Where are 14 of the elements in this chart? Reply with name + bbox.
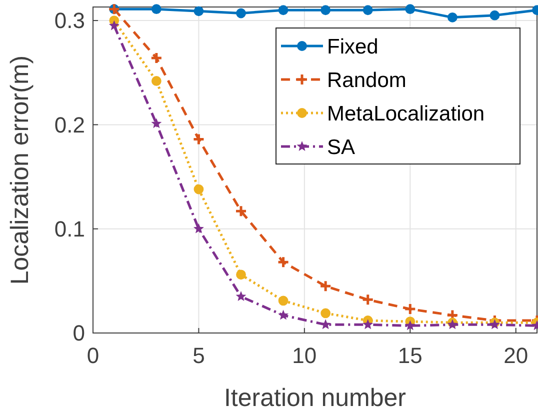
y-axis-title: Localization error(m) xyxy=(6,55,34,285)
y-tick-label: 0.1 xyxy=(54,216,85,242)
x-tick-label: 15 xyxy=(398,343,422,368)
legend-label: Fixed xyxy=(327,35,378,58)
y-tick-label: 0 xyxy=(72,320,85,346)
legend-label: SA xyxy=(327,136,356,159)
y-tick-label: 0.3 xyxy=(54,8,85,34)
x-tick-label: 5 xyxy=(192,343,205,368)
legend-label: MetaLocalization xyxy=(327,102,485,126)
x-tick-label: 10 xyxy=(292,343,317,368)
legend-label: Random xyxy=(327,68,406,92)
x-axis-title: Iteration number xyxy=(224,384,406,412)
y-tick-label: 0.2 xyxy=(54,112,85,138)
x-tick-label: 20 xyxy=(504,343,528,368)
